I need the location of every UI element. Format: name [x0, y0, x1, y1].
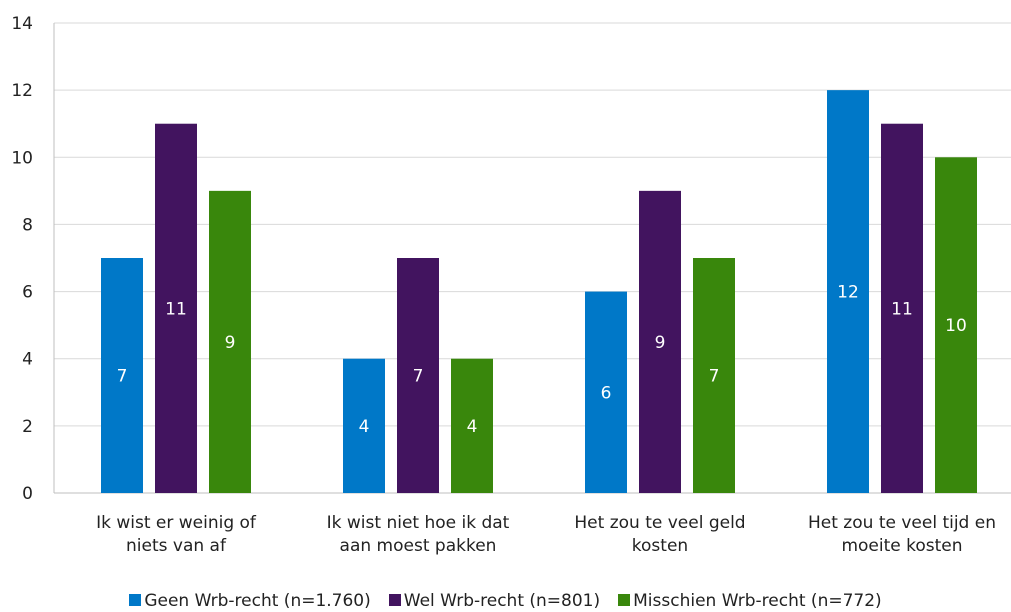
bar	[209, 190, 251, 493]
category-label: Het zou te veel geld	[574, 513, 745, 533]
bar	[585, 291, 627, 493]
legend-item: Geen Wrb-recht (n=1.760)	[129, 591, 371, 611]
y-tick-label: 8	[22, 215, 33, 235]
y-tick-label: 10	[11, 148, 33, 168]
y-axis: 0 2 4 6 8 10 12 14	[11, 14, 33, 504]
data-label: 6	[601, 383, 612, 403]
data-label: 7	[117, 367, 128, 387]
legend-swatch	[618, 594, 631, 606]
data-label: 4	[467, 417, 478, 437]
category-label: niets van af	[126, 536, 227, 556]
category-label: aan moest pakken	[340, 536, 497, 556]
data-label: 9	[225, 333, 236, 353]
category-label: kosten	[632, 536, 688, 556]
legend-label: Wel Wrb-recht (n=801)	[403, 591, 601, 611]
bar	[451, 358, 493, 493]
legend-item: Misschien Wrb-recht (n=772)	[618, 591, 882, 611]
category-label: Het zou te veel tijd en	[808, 513, 996, 533]
bar	[935, 157, 977, 494]
data-label: 10	[945, 316, 967, 336]
data-label: 4	[359, 417, 370, 437]
category-label: moeite kosten	[841, 536, 962, 556]
data-labels: 7 11 9 4 7 4 6 9 7 12 11 10	[117, 283, 967, 437]
legend: Geen Wrb-recht (n=1.760) Wel Wrb-recht (n…	[0, 591, 1011, 611]
y-tick-label: 6	[22, 283, 33, 303]
legend-label: Geen Wrb-recht (n=1.760)	[144, 591, 371, 611]
bar	[343, 358, 385, 493]
legend-label: Misschien Wrb-recht (n=772)	[633, 591, 882, 611]
data-label: 7	[709, 367, 720, 387]
bar	[155, 123, 197, 493]
bar	[827, 90, 869, 494]
y-tick-label: 12	[11, 81, 33, 101]
y-tick-label: 2	[22, 417, 33, 437]
bar	[639, 190, 681, 493]
data-label: 11	[165, 299, 187, 319]
y-tick-label: 14	[11, 14, 33, 34]
category-label: Ik wist er weinig of	[96, 513, 257, 533]
data-label: 7	[413, 367, 424, 387]
x-axis: Ik wist er weinig of niets van af Ik wist …	[96, 513, 996, 556]
legend-swatch	[388, 594, 401, 606]
y-tick-label: 4	[22, 350, 33, 370]
bar	[881, 123, 923, 493]
data-label: 9	[655, 333, 666, 353]
bar	[101, 258, 143, 493]
legend-swatch	[129, 594, 142, 606]
bars	[101, 90, 977, 494]
bar	[397, 258, 439, 493]
legend-item: Wel Wrb-recht (n=801)	[388, 591, 601, 611]
category-label: Ik wist niet hoe ik dat	[327, 513, 510, 533]
y-tick-label: 0	[22, 484, 33, 504]
bar	[693, 258, 735, 493]
data-label: 12	[837, 283, 859, 303]
data-label: 11	[891, 299, 913, 319]
